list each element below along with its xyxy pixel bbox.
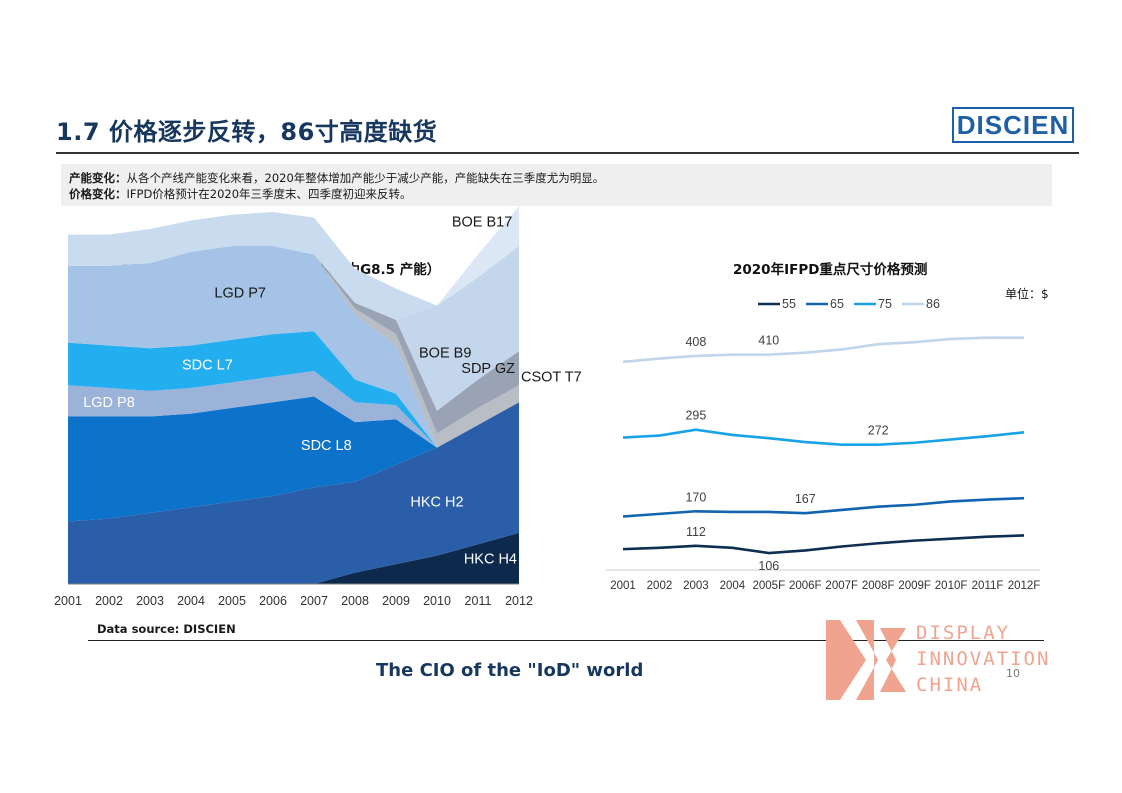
page-number: 10 — [1006, 667, 1020, 680]
area-x-tick: 2009 — [382, 594, 410, 608]
line-x-tick: 2002 — [647, 580, 673, 592]
legend-label-55: 55 — [782, 297, 796, 311]
dic-logo-mark — [826, 620, 906, 700]
line-series-55 — [622, 534, 1025, 555]
area-label-9: BOE B17 — [452, 214, 512, 230]
area-x-tick: 2006 — [259, 594, 287, 608]
line-x-tick: 2005F — [753, 580, 786, 592]
area-label-1: HKC H2 — [410, 495, 463, 511]
area-label-6: CSOT T7 — [521, 370, 582, 386]
line-x-tick: 2011F — [972, 580, 1004, 592]
legend-label-75: 75 — [878, 297, 892, 311]
summary-capacity-label: 产能变化： — [69, 171, 127, 185]
price-line-chart: 2001 2002 2003 2004 2005F 2006F 2007F 2008F 2009… — [606, 297, 1041, 592]
summary-capacity-text: 从各个产线产能变化来看，2020年整体增加产能少于减少产能，产能缺失在三季度尤为… — [126, 171, 605, 185]
line-data-label: 295 — [685, 409, 706, 423]
line-data-label: 112 — [686, 525, 706, 539]
footer-divider — [88, 640, 1044, 641]
brand-line-3: CHINA — [916, 674, 984, 696]
line-x-tick: 2003 — [683, 580, 709, 592]
area-series-1 — [68, 402, 519, 584]
line-x-tick: 2010F — [935, 580, 968, 592]
area-x-tick: 2008 — [341, 594, 369, 608]
summary-price-text: IFPD价格预计在2020年三季度末、四季度初迎来反转。 — [126, 187, 412, 201]
brand-line-1: DISPLAY — [916, 622, 1011, 644]
area-x-tick: 2012 — [505, 594, 533, 608]
data-source: Data source: DISCIEN — [97, 622, 236, 636]
line-series-75 — [622, 428, 1025, 446]
area-series-4 — [68, 331, 519, 448]
dic-brand-text: DISPLAY INNOVATION CHINA — [916, 620, 1050, 698]
line-data-label: 408 — [685, 335, 706, 349]
summary-price-label: 价格变化： — [69, 187, 127, 201]
line-x-tick: 2009F — [898, 580, 931, 592]
line-x-tick: 2012F — [1008, 580, 1041, 592]
area-series-0 — [68, 532, 519, 584]
title-divider — [56, 152, 1079, 154]
area-x-tick: 2003 — [136, 594, 164, 608]
area-series-8 — [68, 246, 519, 411]
area-x-tick: 2004 — [177, 594, 205, 608]
area-series-3 — [68, 371, 519, 448]
line-x-tick: 2006F — [789, 580, 822, 592]
area-x-tick: 2010 — [423, 594, 451, 608]
summary-capacity: 产能变化：从各个产线产能变化来看，2020年整体增加产能少于减少产能，产能缺失在… — [69, 170, 1052, 186]
brand-line-2: INNOVATION — [916, 648, 1051, 670]
area-series-10 — [68, 206, 519, 320]
area-x-tick: 2007 — [300, 594, 328, 608]
legend-label-65: 65 — [830, 297, 844, 311]
line-data-label: 272 — [868, 424, 889, 438]
area-series-5 — [68, 246, 519, 448]
area-label-4: SDC L7 — [182, 357, 233, 373]
price-chart-unit: 单位：$ — [1005, 287, 1049, 301]
area-label-0: HKC H4 — [464, 551, 517, 567]
line-data-label: 106 — [758, 559, 779, 573]
summary-price: 价格变化：IFPD价格预计在2020年三季度末、四季度初迎来反转。 — [69, 186, 1052, 202]
line-x-tick: 2007F — [825, 580, 858, 592]
area-x-tick: 2005 — [218, 594, 246, 608]
line-x-tick: 2004 — [720, 580, 746, 592]
discien-logo: DISCIEN — [952, 107, 1074, 143]
summary-box: 产能变化：从各个产线产能变化来看，2020年整体增加产能少于减少产能，产能缺失在… — [61, 164, 1052, 206]
area-series-2 — [68, 396, 519, 522]
price-chart-title: 2020年IFPD重点尺寸价格预测 — [733, 262, 928, 278]
legend-label-86: 86 — [926, 297, 940, 311]
line-x-tick: 2008F — [862, 580, 895, 592]
line-series-65 — [622, 496, 1025, 518]
line-data-label: 170 — [685, 490, 706, 504]
capacity-area-chart: 2001 2002 2003 2004 2005 2006 2007 2008 2009 2010… — [54, 206, 582, 608]
area-x-tick: 2011 — [465, 594, 492, 608]
area-label-5: LGD P7 — [214, 285, 266, 301]
area-x-tick: 2002 — [95, 594, 123, 608]
line-data-label: 167 — [795, 492, 816, 506]
area-label-7: SDP GZ — [461, 361, 515, 377]
area-label-3: LGD P8 — [83, 395, 135, 411]
area-label-2: SDC L8 — [301, 438, 352, 454]
line-data-label: 410 — [758, 334, 779, 348]
page-title: 1.7 价格逐步反转，86寸高度缺货 — [56, 118, 438, 146]
line-series-86 — [622, 336, 1024, 364]
slogan: The CIO of the "IoD" world — [376, 660, 644, 681]
area-x-tick: 2001 — [54, 594, 82, 608]
line-x-tick: 2001 — [610, 580, 636, 592]
area-label-8: BOE B9 — [419, 345, 471, 361]
